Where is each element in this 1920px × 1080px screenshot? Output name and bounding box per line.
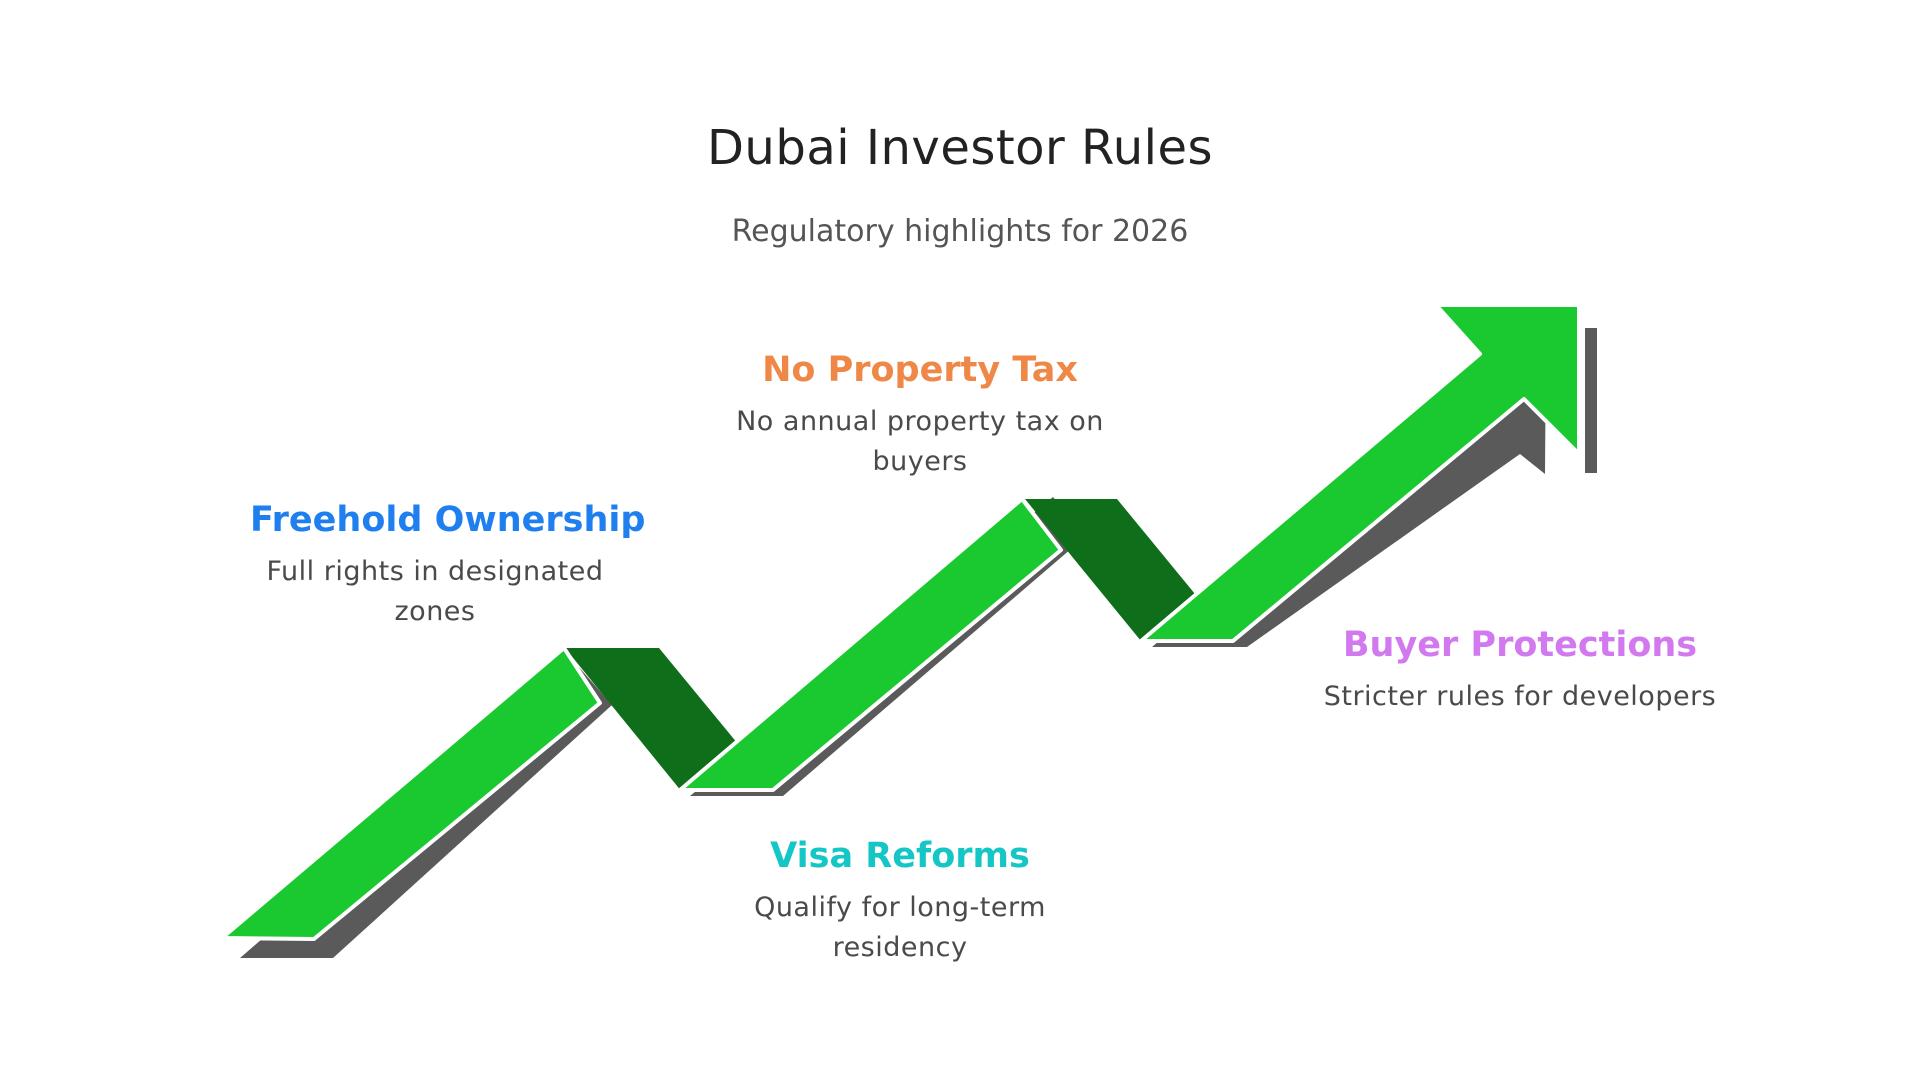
page-subtitle: Regulatory highlights for 2026: [731, 214, 1189, 249]
step-buyer-protections: Buyer Protections Stricter rules for dev…: [1310, 625, 1730, 717]
step-no-property-tax: No Property Tax No annual property tax o…: [710, 350, 1130, 482]
arrow-folds: [565, 499, 1195, 792]
step-description: Stricter rules for developers: [1323, 681, 1717, 712]
arrow-face-2: [678, 497, 1063, 792]
arrow-faces: [220, 303, 1581, 941]
arrow-shadow-tip-edge: [1585, 328, 1597, 473]
step-title: Buyer Protections: [1342, 625, 1698, 665]
step-title: Visa Reforms: [770, 836, 1030, 876]
arrow-face-3: [1139, 303, 1581, 643]
step-description: Full rights in designated zones: [266, 556, 604, 627]
arrow-face-1: [220, 646, 602, 941]
page-title: Dubai Investor Rules: [706, 120, 1214, 176]
step-description: Qualify for long-term residency: [754, 892, 1046, 963]
step-description: No annual property tax on buyers: [736, 406, 1104, 477]
step-visa-reforms: Visa Reforms Qualify for long-term resid…: [730, 836, 1070, 968]
arrow-fold-1: [565, 648, 738, 792]
step-title: No Property Tax: [762, 350, 1078, 390]
step-title: Freehold Ownership: [250, 500, 646, 540]
arrow-fold-2: [1025, 499, 1195, 641]
step-freehold-ownership: Freehold Ownership Full rights in design…: [250, 500, 646, 632]
